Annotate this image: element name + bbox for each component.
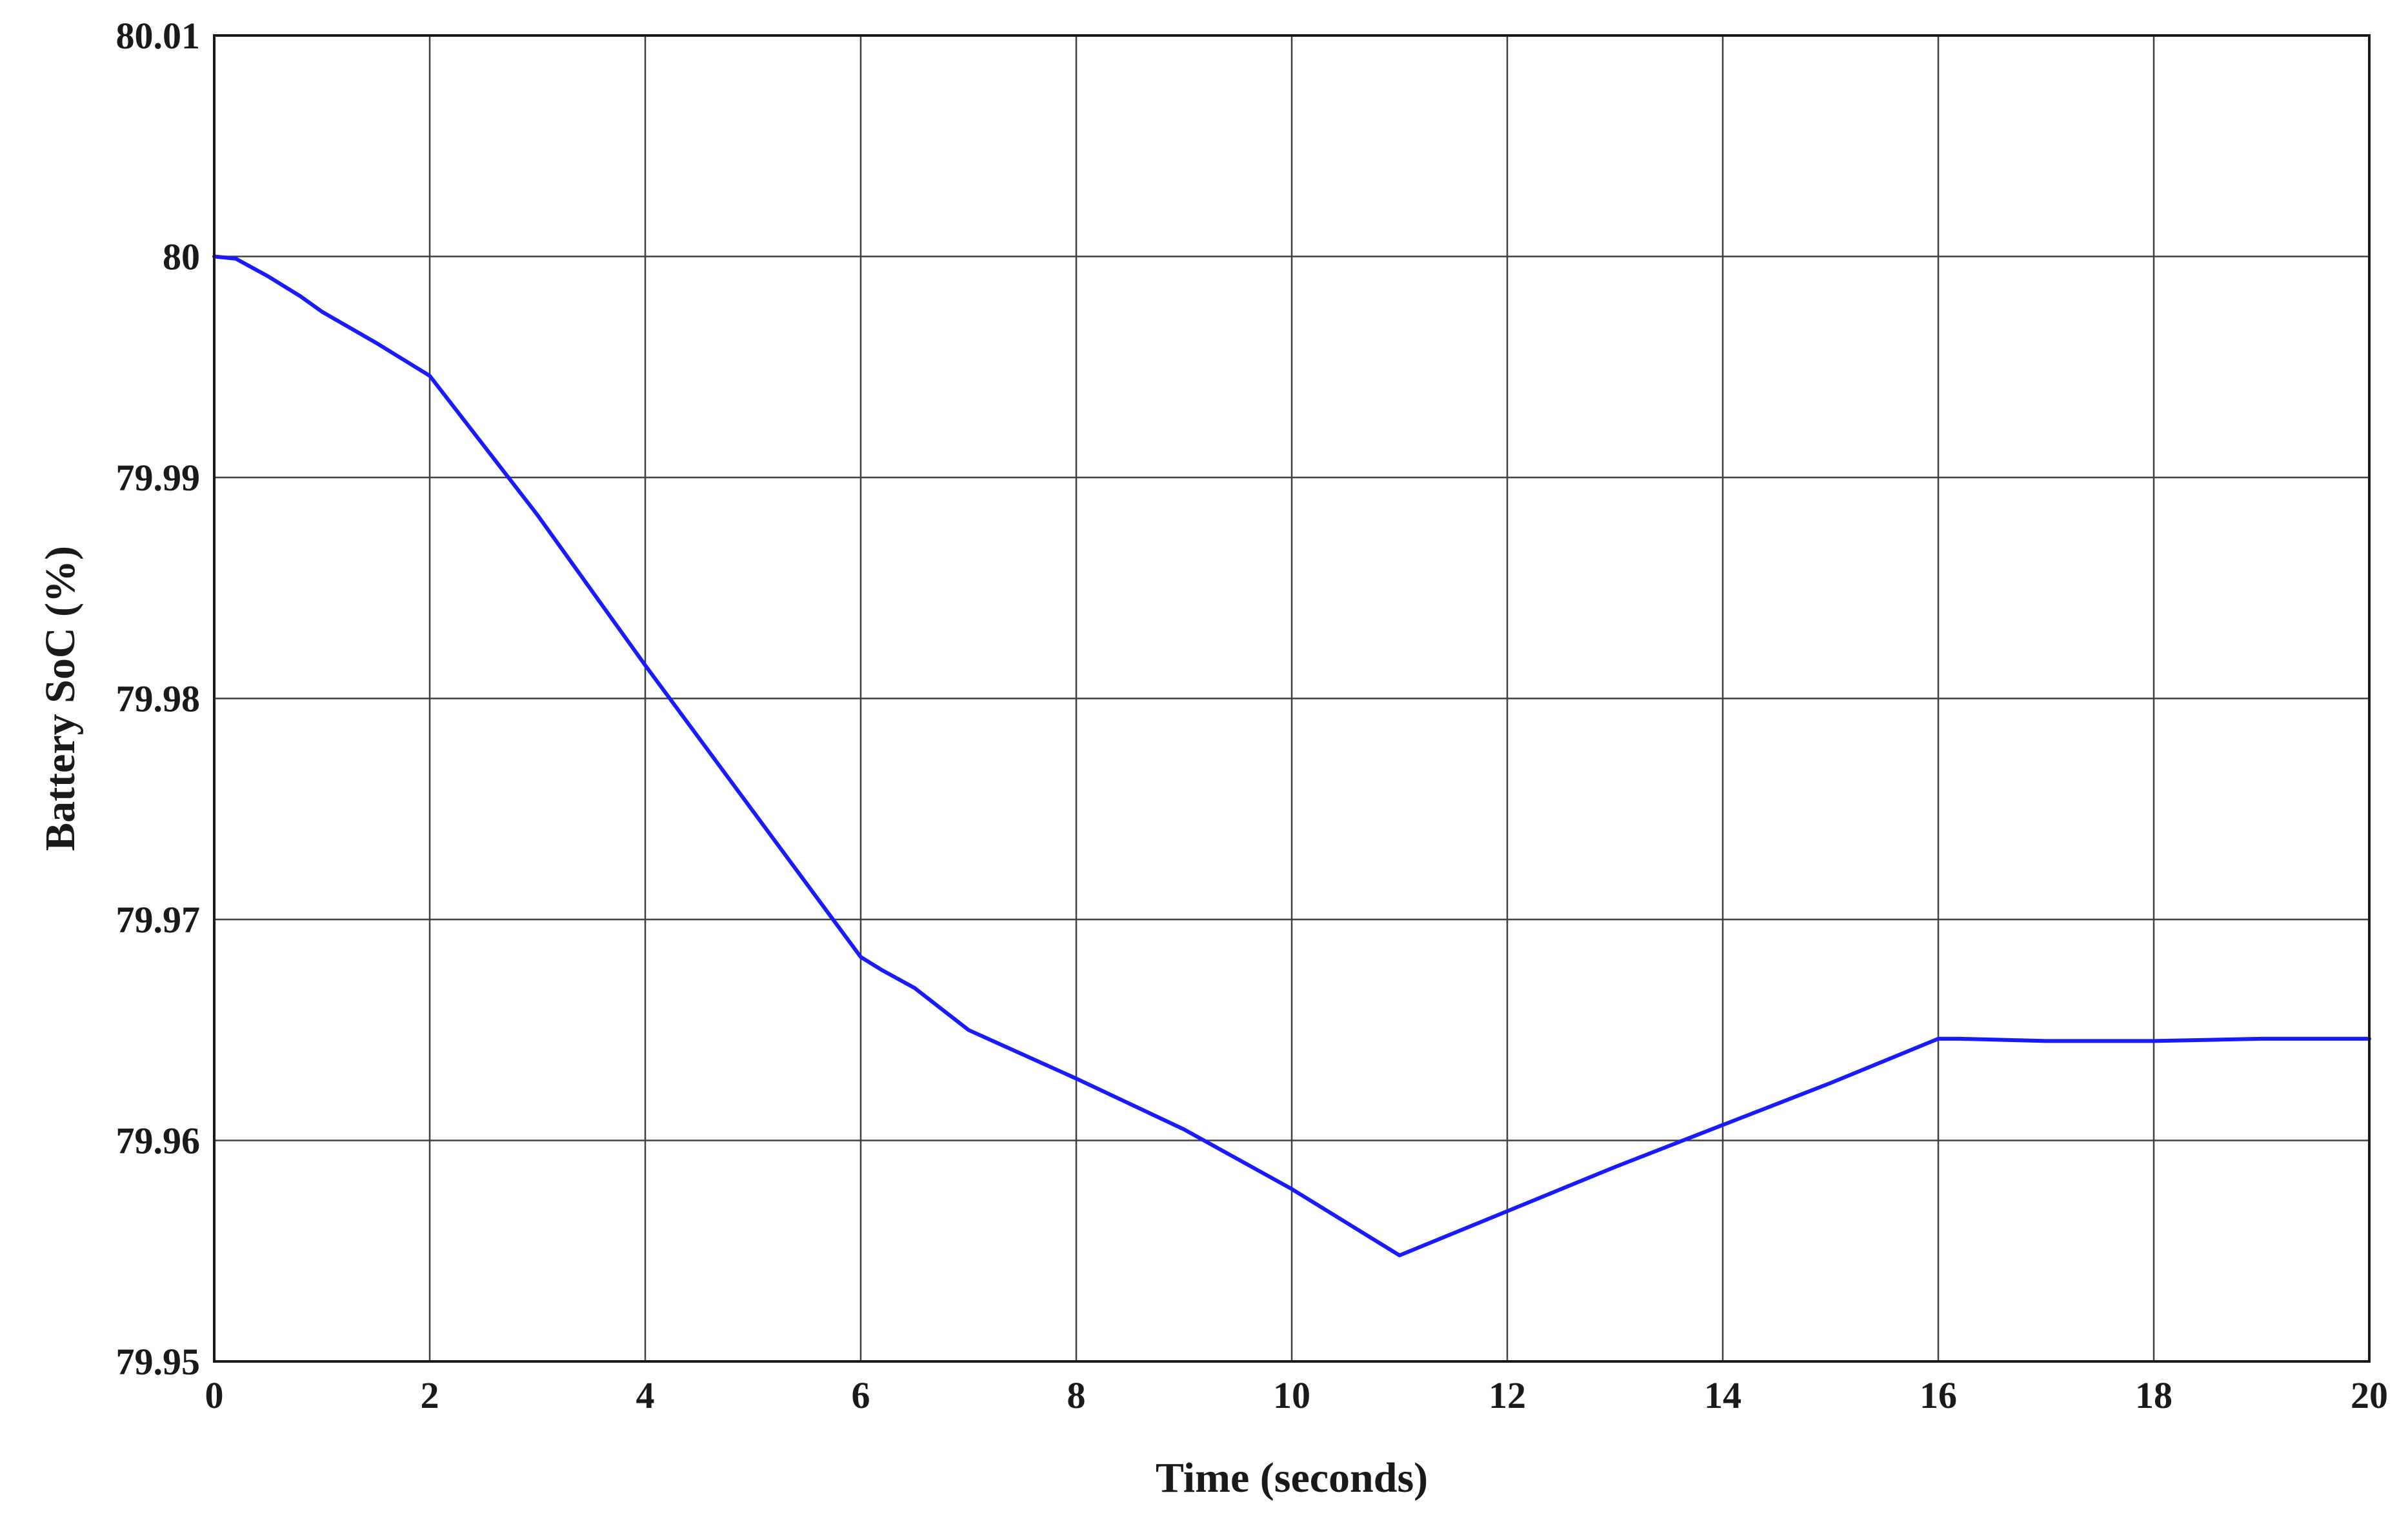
y-axis-label: Battery SoC (%) [37, 546, 84, 851]
y-tick-label: 80 [163, 236, 200, 278]
soc-series-line [212, 254, 2371, 1258]
x-tick-label: 18 [2135, 1374, 2172, 1416]
y-tick-label: 79.96 [116, 1120, 201, 1162]
x-tick-label: 16 [1920, 1374, 1957, 1416]
x-tick-label: 6 [852, 1374, 870, 1416]
series-layer [212, 254, 2371, 1258]
plot-area-frame [213, 34, 2371, 1363]
x-tick-label: 0 [205, 1374, 224, 1416]
y-tick-label: 79.97 [116, 899, 201, 941]
y-axis-ticks: 79.95 79.96 79.97 79.98 79.99 80 80.01 [116, 15, 201, 1383]
x-tick-label: 8 [1067, 1374, 1086, 1416]
x-tick-label: 10 [1273, 1374, 1310, 1416]
x-tick-label: 14 [1704, 1374, 1741, 1416]
x-tick-label: 20 [2351, 1374, 2388, 1416]
x-axis-label: Time (seconds) [1156, 1454, 1428, 1501]
x-tick-label: 4 [636, 1374, 655, 1416]
y-tick-label: 80.01 [116, 15, 201, 57]
y-tick-label: 79.95 [116, 1341, 201, 1383]
x-tick-label: 12 [1489, 1374, 1526, 1416]
x-axis-ticks: 0 2 4 6 8 10 12 14 16 18 20 [205, 1374, 2389, 1416]
grid-lines [214, 35, 2369, 1361]
x-tick-label: 2 [421, 1374, 439, 1416]
y-tick-label: 79.98 [116, 678, 201, 720]
y-tick-label: 79.99 [116, 457, 201, 499]
